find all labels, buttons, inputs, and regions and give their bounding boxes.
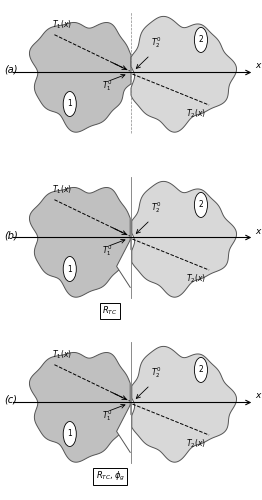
Text: $x$: $x$ [255, 392, 262, 400]
Text: (c): (c) [4, 395, 17, 405]
Text: 2: 2 [199, 200, 203, 209]
Text: $T_2^0$: $T_2^0$ [151, 365, 161, 380]
Circle shape [194, 192, 208, 218]
Polygon shape [29, 188, 130, 297]
Circle shape [63, 256, 76, 281]
Text: $T_1(x)$: $T_1(x)$ [52, 18, 72, 30]
Text: (b): (b) [4, 230, 18, 240]
Polygon shape [29, 352, 130, 462]
Polygon shape [132, 346, 237, 462]
Text: $T_1^0$: $T_1^0$ [102, 244, 113, 258]
Text: $x$: $x$ [255, 226, 262, 235]
Text: $T_2^0$: $T_2^0$ [151, 35, 161, 50]
Text: $T_1^0$: $T_1^0$ [102, 408, 113, 424]
Text: $R_{TC}, \phi_g$: $R_{TC}, \phi_g$ [96, 470, 124, 483]
Polygon shape [29, 22, 131, 132]
Circle shape [63, 92, 76, 116]
Text: $T_2(x)$: $T_2(x)$ [186, 438, 206, 450]
Polygon shape [132, 182, 237, 297]
Text: 2: 2 [199, 36, 203, 44]
Text: 2: 2 [199, 366, 203, 374]
Circle shape [63, 422, 76, 446]
Text: $T_2(x)$: $T_2(x)$ [186, 272, 206, 285]
Polygon shape [117, 240, 130, 288]
Text: $x$: $x$ [255, 62, 262, 70]
Text: $T_1(x)$: $T_1(x)$ [52, 183, 72, 196]
Text: 1: 1 [67, 264, 72, 274]
Text: $T_1^0$: $T_1^0$ [102, 78, 113, 94]
Polygon shape [131, 16, 237, 132]
Text: (a): (a) [4, 65, 18, 75]
Text: $T_2(x)$: $T_2(x)$ [186, 108, 206, 120]
Text: $T_1(x)$: $T_1(x)$ [52, 348, 72, 360]
Polygon shape [117, 405, 130, 452]
Text: $R_{TC}$: $R_{TC}$ [102, 304, 118, 317]
Circle shape [194, 358, 208, 382]
Circle shape [194, 28, 208, 52]
Text: 1: 1 [67, 430, 72, 438]
Text: 1: 1 [67, 100, 72, 108]
Text: $T_2^0$: $T_2^0$ [151, 200, 161, 215]
